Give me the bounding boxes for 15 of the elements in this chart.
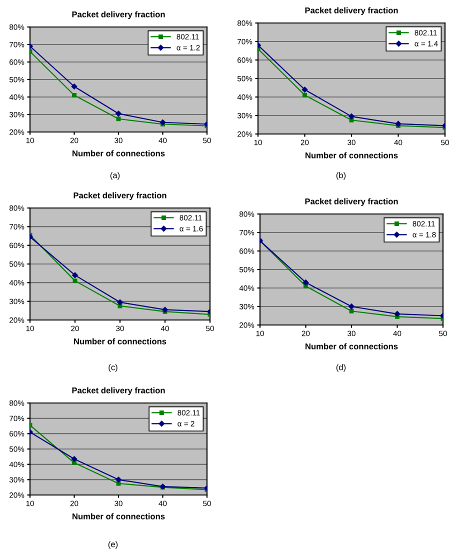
- chart-title: Packet delivery fraction: [72, 387, 165, 396]
- chart-title: Packet delivery fraction: [305, 7, 398, 16]
- text: (c): [108, 364, 118, 372]
- text: (a): [110, 172, 120, 180]
- x-axis-title: Number of connections: [72, 513, 165, 520]
- x-axis-title: Number of connections: [72, 150, 165, 156]
- chart-title: Packet delivery fraction: [305, 198, 398, 206]
- x-axis-title: Number of connections: [74, 338, 166, 344]
- text: (b): [336, 172, 346, 180]
- chart-title: Packet delivery fraction: [74, 192, 166, 200]
- text: (e): [108, 541, 118, 549]
- chart-title: Packet delivery fraction: [72, 11, 165, 20]
- text: (d): [336, 364, 346, 372]
- x-axis-title: Number of connections: [306, 152, 398, 158]
- x-axis-title: Number of connections: [306, 343, 398, 350]
